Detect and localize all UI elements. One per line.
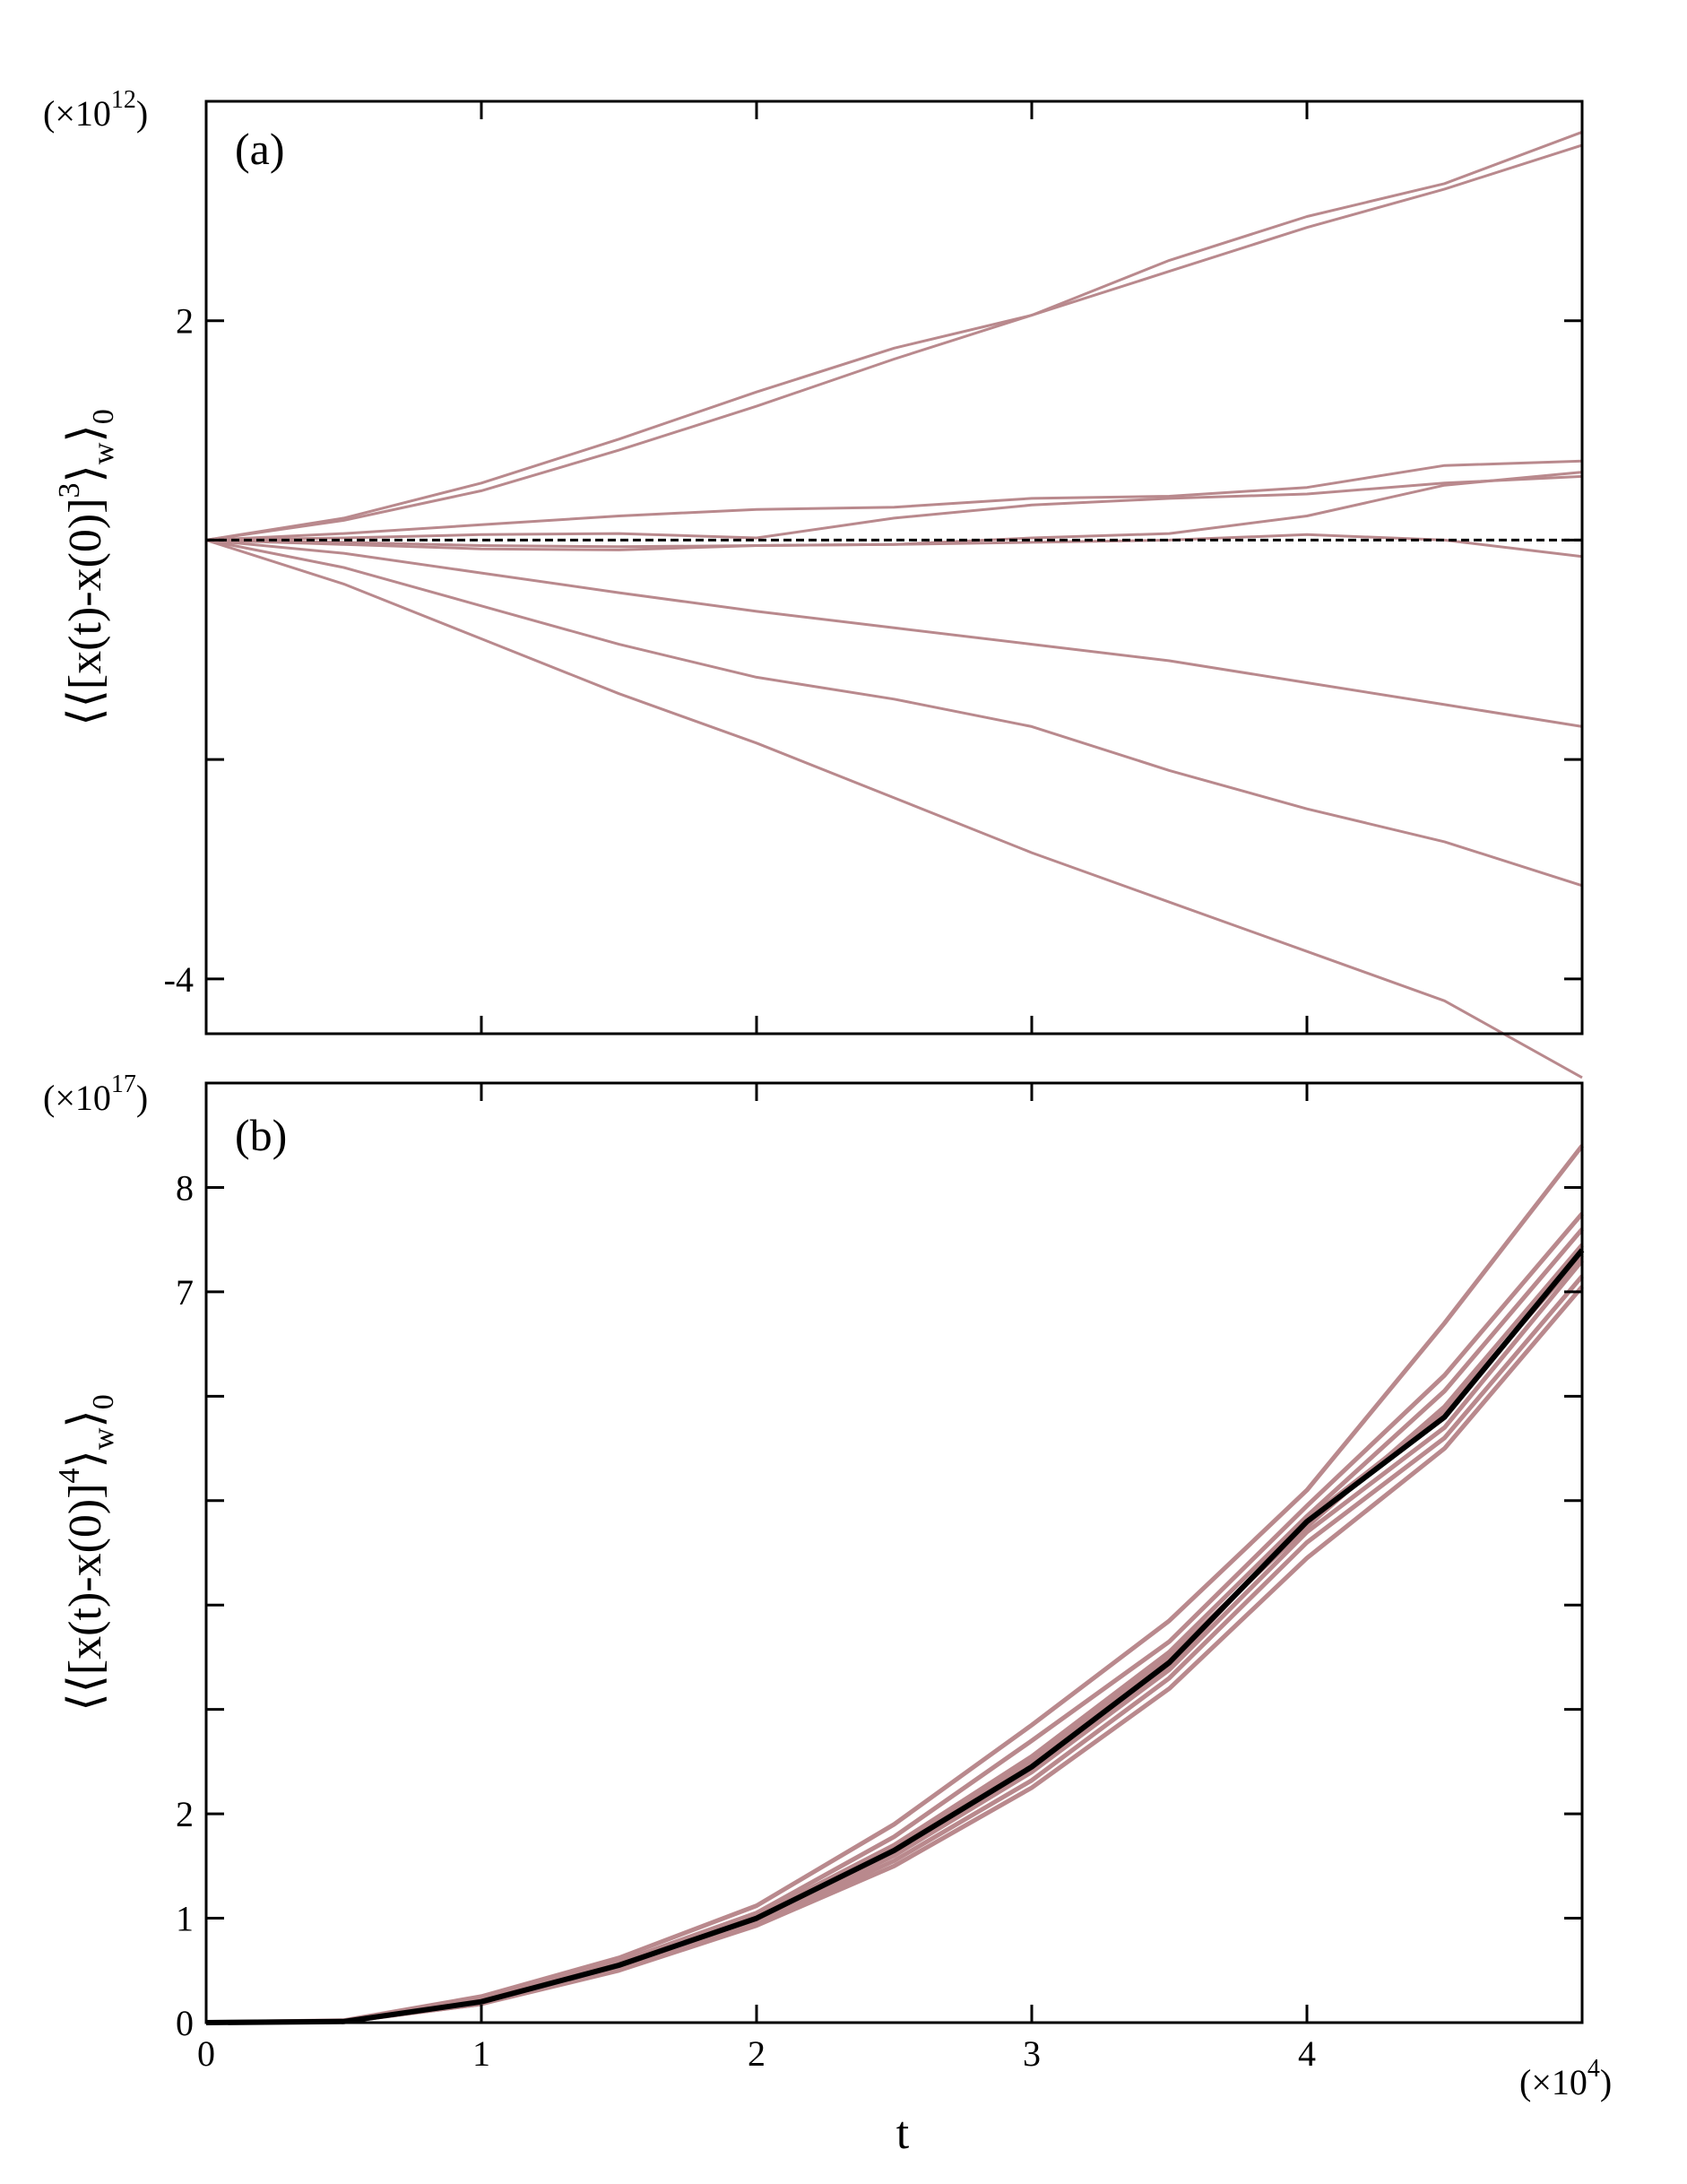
panel-a-ticks: 2 -4 <box>164 101 1582 1034</box>
panel-b-y-tick-label: 2 <box>176 1794 194 1834</box>
panel-a-traces <box>205 130 1583 1079</box>
panel-b-y-axis-title: ⟨⟨[x(t)-x(0)]4⟩w⟩0 <box>53 1394 120 1711</box>
panel-a-trace-7 <box>205 538 1583 728</box>
panel-b-y-tick-label: 7 <box>176 1272 194 1313</box>
panel-b-x-multiplier: (×104) <box>1519 2055 1612 2102</box>
panel-b-y-tick-label: 0 <box>176 2003 194 2043</box>
panel-a-trace-1 <box>205 143 1583 542</box>
panel-b-x-tick-label: 3 <box>1023 2033 1041 2074</box>
panel-a-trace-4 <box>205 474 1583 542</box>
panel-a: 2 -4 (a) (×1012) ⟨⟨[x(t)-x(0)]3⟩w⟩0 <box>43 86 1584 1079</box>
panel-a-trace-2 <box>205 130 1583 542</box>
panel-a-label: (a) <box>235 124 285 174</box>
panel-b-ticks: 0 1 2 7 8 0 1 2 3 4 <box>176 1083 1582 2074</box>
panel-b-x-tick-label: 1 <box>472 2033 490 2074</box>
panel-a-y-multiplier: (×1012) <box>43 86 148 134</box>
panel-a-trace-9 <box>205 538 1583 1079</box>
panel-b-y-tick-label: 1 <box>176 1899 194 1939</box>
panel-b-x-axis-title: t <box>896 2108 910 2159</box>
panel-b-x-tick-label: 0 <box>197 2033 215 2074</box>
panel-b-x-tick-label: 4 <box>1298 2033 1316 2074</box>
panel-b-x-tick-label: 2 <box>748 2033 766 2074</box>
panel-b-y-multiplier: (×1017) <box>43 1070 148 1118</box>
panel-a-trace-6 <box>205 533 1583 559</box>
panel-a-y-tick-label: -4 <box>164 959 194 1000</box>
panel-a-y-axis-title: ⟨⟨[x(t)-x(0)]3⟩w⟩0 <box>53 409 120 725</box>
panel-b-trace-1 <box>205 1144 1584 2025</box>
panel-a-trace-3 <box>205 459 1583 542</box>
panel-b-label: (b) <box>235 1110 287 1160</box>
panel-b-average-line <box>205 1248 1585 2025</box>
panel-b-frame <box>204 1081 1584 2024</box>
panel-b: 0 1 2 7 8 0 1 2 3 4 (b) (×1017) (×104) t ⟨⟨[x(t)-… <box>43 1070 1612 2159</box>
panel-a-y-tick-label: 2 <box>176 301 194 342</box>
panel-a-frame <box>204 100 1584 1036</box>
panel-b-y-tick-label: 8 <box>176 1167 194 1208</box>
panel-a-trace-8 <box>205 538 1583 888</box>
